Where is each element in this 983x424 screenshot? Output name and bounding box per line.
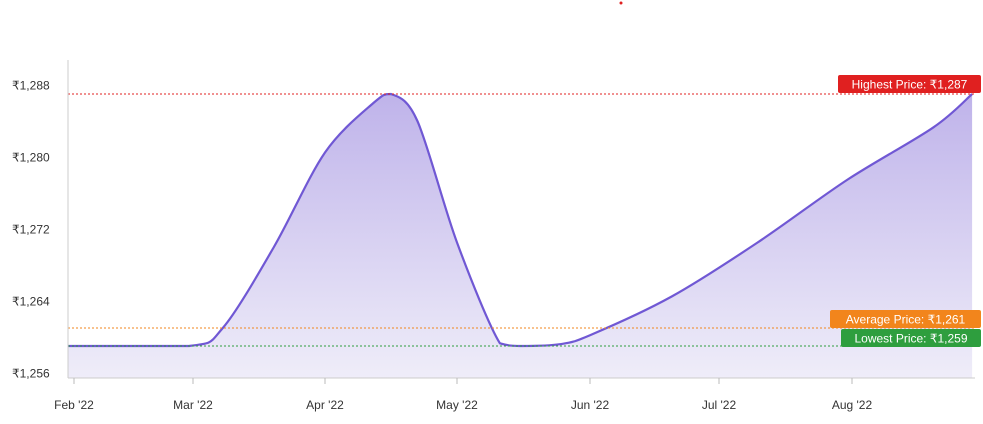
x-tick-label: Aug '22 bbox=[832, 398, 873, 412]
x-tick-label: Mar '22 bbox=[173, 398, 213, 412]
x-tick-label: May '22 bbox=[436, 398, 478, 412]
reference-badge-label-1: Average Price: ₹1,261 bbox=[846, 313, 966, 327]
reference-badge-2 bbox=[841, 329, 981, 347]
x-tick-label: Feb '22 bbox=[54, 398, 94, 412]
price-area-fill bbox=[68, 94, 973, 378]
decorative-dot bbox=[619, 1, 623, 5]
y-tick-label: ₹1,280 bbox=[12, 151, 50, 165]
y-tick-label: ₹1,288 bbox=[12, 79, 50, 93]
reference-badge-label-2: Lowest Price: ₹1,259 bbox=[854, 332, 967, 346]
x-tick-label: Jul '22 bbox=[702, 398, 737, 412]
reference-badge-label-0: Highest Price: ₹1,287 bbox=[852, 78, 968, 92]
reference-badge-1 bbox=[830, 310, 981, 328]
x-tick-label: Apr '22 bbox=[306, 398, 344, 412]
x-tick-label: Jun '22 bbox=[571, 398, 610, 412]
reference-badge-0 bbox=[838, 75, 981, 93]
y-tick-label: ₹1,264 bbox=[12, 295, 50, 309]
y-tick-label: ₹1,256 bbox=[12, 367, 50, 381]
y-tick-label: ₹1,272 bbox=[12, 223, 50, 237]
price-line bbox=[68, 92, 973, 348]
